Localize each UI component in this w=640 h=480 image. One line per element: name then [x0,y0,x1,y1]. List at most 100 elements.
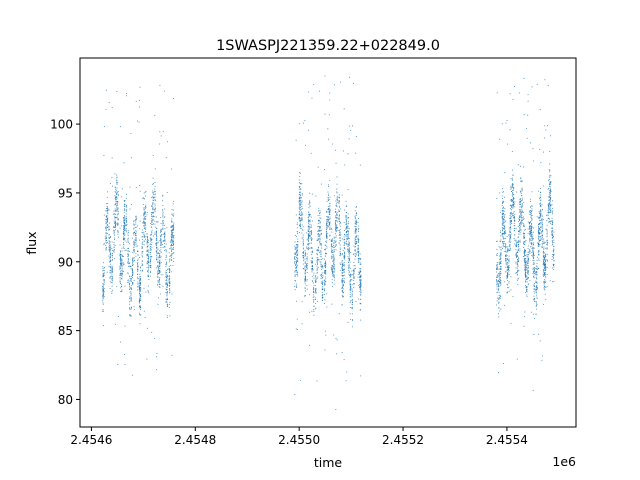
data-point [539,217,541,219]
data-point [333,247,335,248]
data-point [536,281,538,283]
data-point [354,268,356,270]
data-point [145,230,146,232]
data-point [543,282,545,284]
data-point [304,261,306,263]
data-point [140,288,142,290]
data-point [521,197,523,199]
data-point [546,286,548,288]
data-point [325,252,327,254]
data-point [326,223,328,225]
data-point [508,266,510,268]
data-point [355,241,357,242]
data-point [342,280,344,282]
data-point [166,315,168,317]
data-point [541,220,543,222]
data-point [338,220,340,222]
data-point [320,282,322,284]
data-point [524,240,526,242]
data-point [526,263,528,265]
data-point [548,187,550,189]
data-point [302,263,304,265]
data-point [521,190,523,192]
data-point [156,236,158,238]
data-point [309,237,311,239]
data-point [150,248,151,249]
data-point [324,270,326,272]
data-point [103,288,105,290]
data-point [343,236,345,238]
data-point [338,194,340,196]
data-point [359,286,361,288]
data-point [339,237,340,239]
data-point [516,263,518,265]
data-point [307,240,309,241]
data-point [333,242,335,244]
data-point [521,211,523,213]
data-point [124,215,125,216]
data-point [520,213,522,215]
data-point [536,216,538,218]
data-point [549,218,550,220]
data-point [539,233,541,234]
data-point [529,226,531,228]
data-point [116,203,118,205]
data-point [307,238,309,240]
data-point [333,264,335,266]
data-point [302,236,304,238]
data-point [536,274,538,276]
data-point [316,269,318,271]
data-point [349,275,351,277]
data-point [166,293,168,295]
data-point [546,244,548,246]
data-point [506,265,508,267]
data-point [542,256,544,258]
data-point [120,254,121,256]
data-point [346,212,347,214]
data-point [519,215,521,217]
data-point [139,280,141,282]
data-point [334,224,336,226]
data-point [105,232,107,233]
data-point [124,226,126,228]
data-point [518,230,520,232]
data-point [344,254,346,256]
data-point [503,363,504,364]
data-point [320,263,322,265]
data-point [547,214,549,216]
data-point [169,290,171,292]
data-point [150,267,152,268]
data-point [314,285,316,286]
data-point [543,271,544,273]
data-point [510,217,512,219]
data-point [351,304,353,306]
data-point [169,258,171,260]
data-point [160,216,162,218]
data-point [160,242,162,243]
data-point [171,168,173,170]
data-point [329,222,331,224]
data-point [173,201,175,203]
data-point [550,209,552,211]
data-point [511,151,513,153]
data-point [132,260,133,261]
data-point [527,256,529,258]
data-point [141,246,143,248]
data-point [354,240,356,242]
data-point [143,235,145,237]
data-point [135,233,136,234]
data-point [505,263,507,265]
data-point [499,255,501,257]
data-point [543,258,545,260]
data-point [123,211,125,213]
data-point [325,273,327,275]
data-point [112,289,114,291]
data-point [168,275,170,277]
data-point [302,247,304,249]
data-point [114,216,115,218]
data-point [110,237,111,239]
data-point [165,256,167,258]
data-point [121,262,123,264]
data-point [350,252,352,253]
data-point [347,264,349,266]
